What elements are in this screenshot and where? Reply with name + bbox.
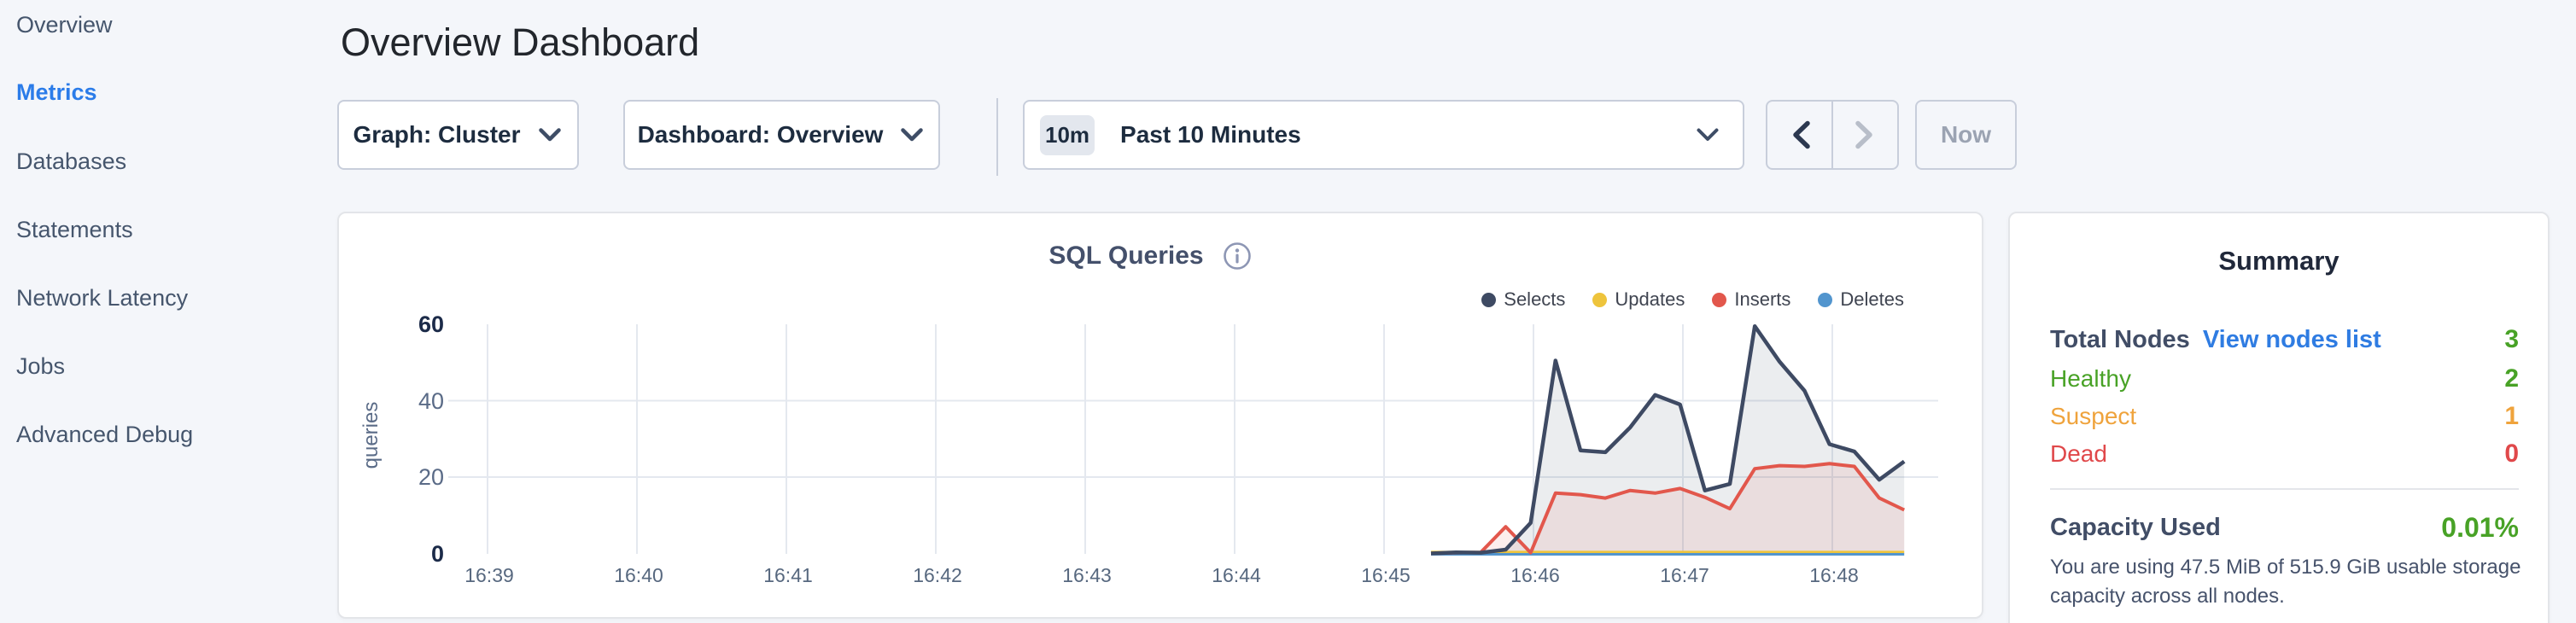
svg-text:16:44: 16:44: [1212, 564, 1261, 586]
svg-text:16:47: 16:47: [1660, 564, 1709, 586]
svg-text:16:45: 16:45: [1361, 564, 1411, 586]
svg-text:40: 40: [418, 388, 444, 414]
svg-text:16:43: 16:43: [1062, 564, 1112, 586]
svg-text:60: 60: [418, 312, 444, 337]
svg-text:16:48: 16:48: [1809, 564, 1859, 586]
svg-text:queries: queries: [359, 402, 383, 469]
svg-text:16:42: 16:42: [913, 564, 962, 586]
svg-text:16:40: 16:40: [614, 564, 663, 586]
svg-text:16:46: 16:46: [1510, 564, 1560, 586]
svg-text:16:41: 16:41: [763, 564, 813, 586]
svg-text:16:39: 16:39: [464, 564, 514, 586]
svg-text:0: 0: [431, 541, 444, 567]
svg-text:20: 20: [418, 464, 444, 490]
